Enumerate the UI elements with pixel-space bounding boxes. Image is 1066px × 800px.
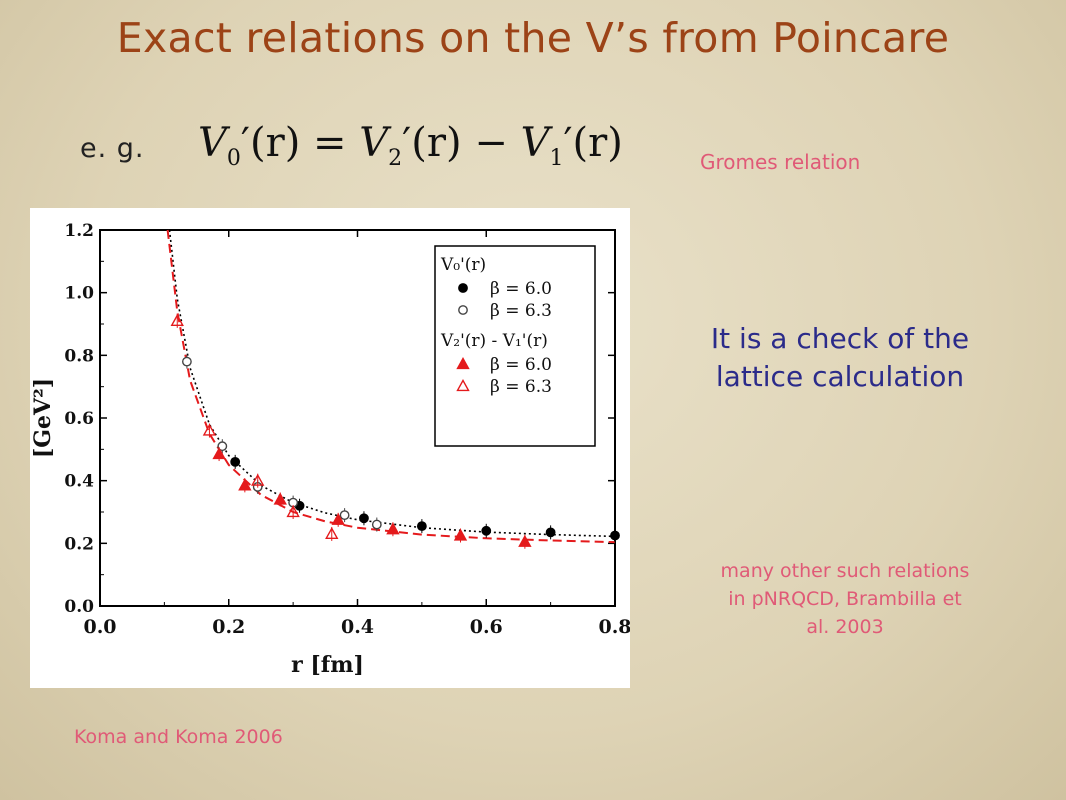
data-point-open-triangle: [202, 423, 217, 436]
data-point-filled-triangle: [273, 492, 287, 505]
many-note-line-2: in pNRQCD, Brambilla et: [728, 588, 962, 610]
legend-entry: β = 6.0: [490, 279, 552, 299]
x-tick-label: 0.6: [470, 616, 503, 638]
data-point-filled-circle: [545, 527, 556, 538]
many-relations-note: many other such relations in pNRQCD, Bra…: [670, 557, 1020, 641]
data-point-filled-circle: [230, 456, 241, 467]
y-tick-label: 0.8: [64, 346, 94, 366]
y-tick-label: 0.4: [64, 472, 94, 492]
data-point-open-circle: [182, 356, 192, 367]
formula-arg-2: (r): [411, 120, 462, 166]
legend-box: [434, 245, 596, 447]
data-point-filled-triangle: [386, 522, 400, 535]
gromes-formula: V0′(r) = V2′(r) − V1′(r): [198, 120, 623, 171]
formula-arg-3: (r): [572, 120, 623, 166]
formula-term-2: V: [520, 120, 550, 166]
formula-term-1-sub: 2: [388, 146, 403, 171]
x-axis-label: r [fm]: [291, 652, 364, 678]
data-point-open-circle: [458, 305, 468, 315]
y-tick-label: 1.2: [64, 221, 94, 241]
formula-equals: =: [313, 120, 347, 166]
y-tick-label: 0.2: [64, 534, 94, 554]
data-point-filled-triangle: [238, 478, 252, 491]
citation-credit: Koma and Koma 2006: [74, 726, 283, 748]
data-point-open-circle: [339, 510, 350, 521]
formula-minus: −: [474, 120, 508, 166]
data-point-filled-triangle: [331, 512, 345, 525]
chart-svg: 0.0 0.2 0.4 0.6 0.8 0.0 0.2 0.4 0.6 0.8 1.0 1.2 r [f…: [30, 221, 632, 678]
data-point-open-circle: [371, 519, 382, 530]
data-point-open-triangle: [325, 526, 339, 540]
formula-term-2-sub: 1: [549, 146, 564, 171]
data-point-open-triangle: [286, 505, 300, 518]
data-point-open-triangle: [170, 313, 184, 326]
y-tick-label: 1.0: [64, 284, 94, 304]
check-note-line-1: It is a check of the: [710, 322, 970, 355]
formula-lhs: V: [198, 120, 227, 166]
data-point-filled-circle: [458, 283, 468, 293]
data-point-filled-triangle: [453, 528, 468, 541]
legend-heading: V₂'(r) - V₁'(r): [440, 331, 548, 351]
gromes-note: Gromes relation: [700, 150, 861, 174]
slide-title: Exact relations on the V’s from Poincare: [116, 14, 950, 62]
data-point-filled-circle: [359, 513, 369, 524]
data-point-filled-triangle: [518, 534, 532, 547]
x-tick-label: 0.8: [598, 616, 630, 638]
y-tick-label: 0.0: [64, 597, 94, 617]
legend-heading: V₀'(r): [440, 255, 486, 275]
check-note-line-2: lattice calculation: [715, 360, 965, 393]
x-tick-label: 0.2: [212, 616, 245, 638]
data-point-open-triangle: [456, 379, 470, 392]
data-point-filled-triangle: [212, 447, 226, 460]
data-point-open-triangle: [251, 473, 265, 486]
formula-term-1: V: [359, 120, 389, 166]
formula-arg-1: (r): [249, 120, 301, 166]
x-tick-label: 0.0: [83, 616, 116, 638]
legend-entry: β = 6.3: [490, 301, 552, 321]
check-note: It is a check of the lattice calculation: [660, 320, 1020, 396]
legend-entry: β = 6.3: [490, 377, 552, 397]
data-point-open-circle: [217, 441, 228, 452]
many-note-line-1: many other such relations: [720, 560, 970, 582]
data-point-filled-circle: [610, 530, 620, 541]
x-tick-label: 0.4: [341, 616, 374, 638]
legend-entry: β = 6.0: [490, 355, 552, 375]
many-note-line-3: al. 2003: [806, 616, 884, 638]
y-tick-label: 0.6: [64, 409, 94, 429]
y-axis-label: [GeV²]: [30, 378, 56, 458]
eg-label: e. g.: [80, 133, 145, 164]
data-point-filled-circle: [481, 525, 492, 536]
potential-chart: 0.0 0.2 0.4 0.6 0.8 0.0 0.2 0.4 0.6 0.8 1.0 1.2 r [f…: [30, 208, 632, 688]
data-point-filled-circle: [416, 521, 427, 531]
data-point-filled-triangle: [456, 357, 470, 370]
formula-lhs-sub: 0: [226, 146, 241, 171]
